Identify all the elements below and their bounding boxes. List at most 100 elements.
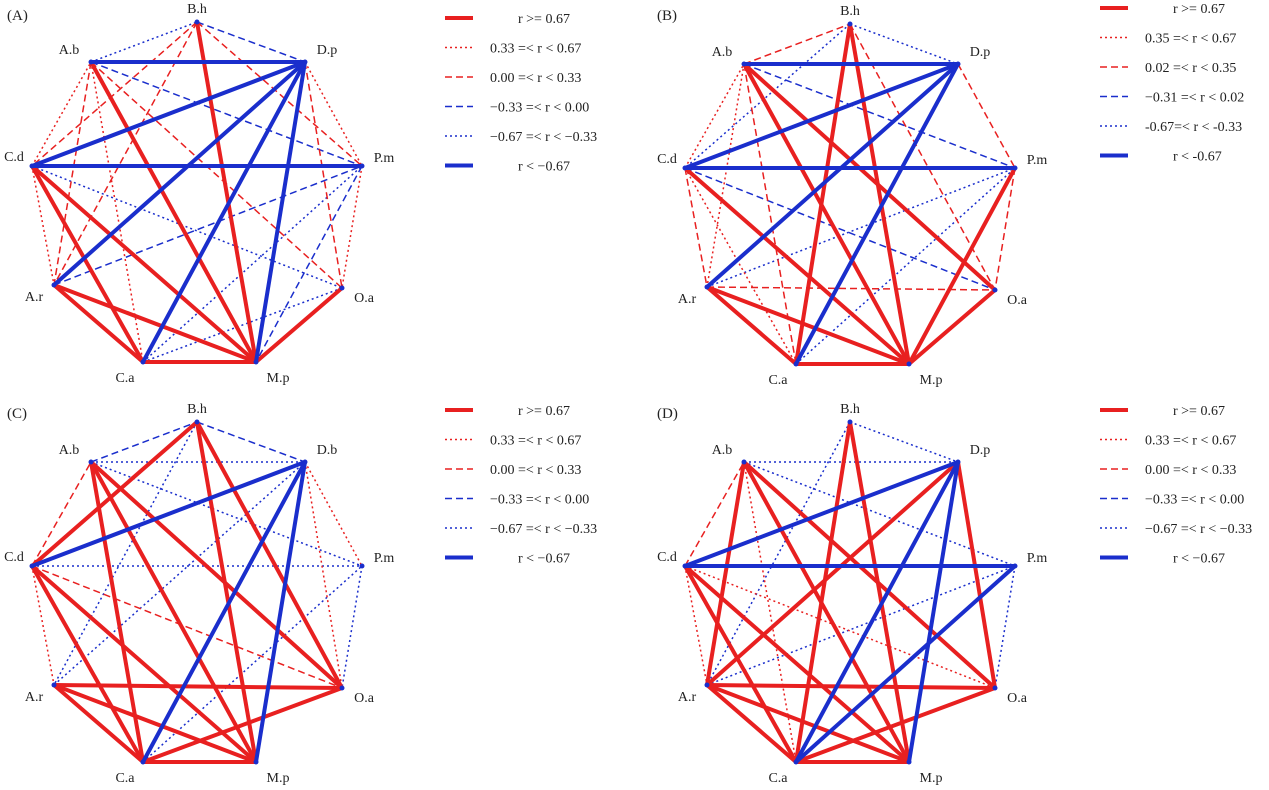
edge-C.a-D.p: [794, 63, 960, 365]
edge-A.r-M.p: [53, 283, 257, 364]
legend-label: 0.00 =< r < 0.33: [1145, 463, 1236, 478]
edge-O.a-M.p: [254, 286, 344, 364]
legend-label: 0.33 =< r < 0.67: [490, 434, 581, 449]
legend-label: r < -0.67: [1173, 150, 1222, 165]
edge-B.h-C.a: [794, 421, 852, 763]
edge-A.r-C.a: [705, 285, 798, 366]
node-P.m: [1012, 165, 1018, 171]
edge-C.d-O.a: [684, 565, 996, 689]
node-label: C.a: [115, 771, 135, 786]
edge-A.b-M.p: [89, 461, 258, 763]
edge-A.b-O.a: [89, 460, 344, 690]
edge-P.m-O.a: [341, 565, 363, 689]
edge-C.a-D.b: [141, 461, 307, 763]
edge-C.d-A.r: [684, 167, 708, 288]
edge-A.r-C.a: [52, 683, 145, 764]
legend-label: r >= 0.67: [1173, 2, 1225, 17]
edge-C.d-C.a: [30, 565, 145, 763]
node-label: O.a: [354, 291, 375, 306]
node-C.a: [140, 359, 146, 365]
panel-label: (B): [657, 8, 677, 24]
legend-label: 0.00 =< r < 0.33: [490, 71, 581, 86]
edge-A.b-O.a: [90, 61, 343, 289]
edge-B.h-D.b: [196, 421, 306, 463]
legend: r >= 0.67 0.35 =< r < 0.67 0.02 =< r < 0.3…: [1100, 2, 1244, 165]
edge-A.b-B.h: [90, 21, 198, 63]
edge-C.d-A.r: [31, 565, 55, 686]
legend-label: 0.00 =< r < 0.33: [490, 463, 581, 478]
edge-C.d-A.b: [684, 63, 745, 169]
edge-C.d-D.b: [31, 460, 306, 568]
edge-C.a-D.p: [141, 61, 307, 363]
edge-C.d-O.a: [31, 165, 343, 289]
edge-B.h-A.r: [53, 21, 198, 286]
edge-C.d-C.a: [684, 167, 797, 365]
legend-label: −0.33 =< r < 0.00: [490, 101, 589, 116]
edge-C.d-A.r: [31, 165, 55, 286]
node-C.a: [793, 361, 799, 367]
edge-A.b-M.p: [89, 61, 258, 363]
node-D.b: [302, 459, 308, 465]
edge-A.r-P.m: [706, 167, 1016, 288]
node-B.h: [847, 21, 853, 27]
node-D.p: [955, 61, 961, 67]
node-label: D.p: [970, 443, 991, 458]
node-label: A.b: [59, 43, 80, 58]
edge-B.h-M.p: [848, 421, 911, 763]
edge-C.d-D.p: [684, 62, 959, 170]
legend-label: 0.02 =< r < 0.35: [1145, 61, 1236, 76]
node-B.h: [194, 419, 200, 425]
edge-A.r-D.p: [705, 62, 960, 289]
node-C.d: [29, 563, 35, 569]
node-C.a: [140, 759, 146, 765]
edge-D.p-O.a: [304, 61, 343, 289]
node-label: A.r: [678, 292, 697, 307]
edge-A.b-C.a: [743, 63, 797, 365]
panel-d: B.h D.p P.m O.a M.p C.a A.r C.d A.b (D) r >= 0.67 0…: [657, 402, 1252, 786]
node-label: C.d: [657, 550, 677, 565]
node-C.d: [682, 165, 688, 171]
edge-O.a-C.a: [142, 686, 343, 764]
panel-label: (A): [7, 8, 28, 24]
edge-O.a-M.p: [907, 288, 997, 366]
edge-A.r-M.p: [706, 285, 910, 366]
legend-label: 0.33 =< r < 0.67: [490, 42, 581, 57]
node-label: M.p: [920, 771, 943, 786]
node-label: P.m: [374, 551, 395, 566]
legend-label: −0.67 =< r < −0.33: [490, 130, 597, 145]
edge-B.h-M.p: [195, 21, 258, 363]
legend-label: r < −0.67: [518, 160, 570, 175]
node-label: B.h: [840, 402, 860, 417]
node-label: A.r: [25, 690, 44, 705]
legend-label: −0.33 =< r < 0.00: [490, 493, 589, 508]
edge-A.r-M.p: [706, 683, 910, 764]
edge-A.r-P.m: [706, 565, 1016, 686]
edge-A.r-O.a: [706, 286, 996, 291]
edge-A.b-M.p: [742, 461, 911, 763]
node-C.a: [793, 759, 799, 765]
node-P.m: [359, 563, 365, 569]
node-D.p: [955, 459, 961, 465]
edge-M.p-D.p: [254, 61, 307, 363]
edge-B.h-C.d: [30, 420, 199, 568]
legend: r >= 0.67 0.33 =< r < 0.67 0.00 =< r < 0.3…: [445, 404, 597, 567]
node-label: M.p: [267, 371, 290, 386]
edge-C.d-O.a: [684, 167, 996, 291]
edge-C.d-A.b: [31, 461, 92, 567]
edge-B.h-C.d: [684, 23, 851, 169]
node-P.m: [359, 163, 365, 169]
edge-D.p-A.r: [705, 460, 960, 687]
edge-A.r-M.p: [53, 683, 257, 764]
node-O.a: [339, 685, 345, 691]
node-label: A.r: [678, 690, 697, 705]
edge-C.d-M.p: [30, 164, 258, 364]
node-B.h: [847, 419, 853, 425]
node-label: O.a: [1007, 691, 1028, 706]
node-label: B.h: [187, 2, 207, 17]
edge-D.b-P.m: [304, 461, 363, 567]
edge-D.p-O.a: [956, 461, 997, 689]
edge-P.m-M.p: [255, 165, 363, 363]
edge-B.h-P.m: [196, 21, 363, 167]
edge-C.a-P.m: [794, 564, 1017, 764]
